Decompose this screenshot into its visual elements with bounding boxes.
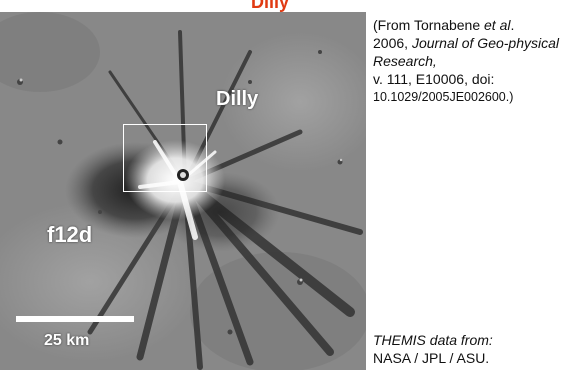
citation-volume: v. 111, E10006, doi: — [373, 71, 495, 87]
credit-line-2: NASA / JPL / ASU. — [373, 350, 490, 366]
citation-line: 2006, Journal of Geo-physical Research, — [373, 34, 579, 70]
citation-text: (From Tornabene et al. 2006, Journal of … — [373, 16, 579, 106]
region-label: f12d — [47, 222, 93, 247]
citation-etal: et al — [484, 17, 511, 33]
citation-journal: Journal of Geo-physical Research, — [373, 35, 560, 69]
citation-line: (From Tornabene et al. — [373, 16, 579, 34]
citation-dot: . — [510, 17, 515, 33]
crater-label: Dilly — [216, 88, 259, 110]
citation-year: 2006, — [373, 35, 412, 51]
context-inset-box — [123, 124, 207, 192]
data-credit: THEMIS data from: NASA / JPL / ASU. — [373, 331, 579, 367]
credit-line-1: THEMIS data from: — [373, 332, 493, 348]
citation-doi: 10.1029/2005JE002600.) — [373, 90, 514, 104]
scale-label: 25 km — [44, 332, 90, 349]
scale-bar — [16, 316, 134, 322]
citation-open: (From Tornabene — [373, 17, 485, 33]
figure-title: Dilly — [250, 0, 289, 12]
